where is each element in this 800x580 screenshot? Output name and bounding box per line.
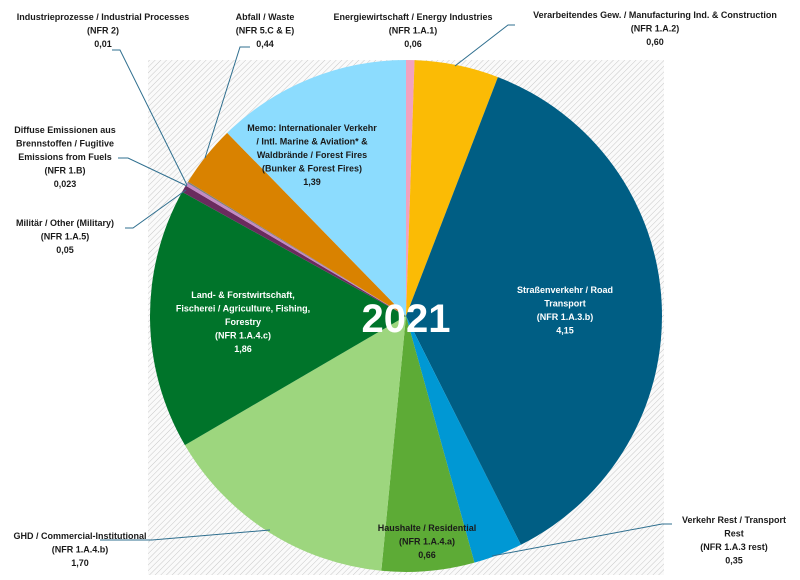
label-line: Diffuse Emissionen aus <box>14 125 116 135</box>
label-line: (NFR 5.C & E) <box>236 26 295 36</box>
label-verkehrrest: Verkehr Rest / Transport Rest (NFR 1.A.3 r… <box>682 515 786 566</box>
label-line: Verarbeitendes Gew. / Manufacturing Ind.… <box>533 10 777 20</box>
value-label: 0,023 <box>54 179 77 189</box>
leader-line-militaer <box>125 189 187 229</box>
label-line: (NFR 1.A.1) <box>389 26 438 36</box>
label-line: Memo: Internationaler Verkehr <box>247 123 377 133</box>
pie-slice-diffuse <box>185 182 406 316</box>
label-line: Waldbrände / Forest Fires <box>257 150 367 160</box>
label-line: Militär / Other (Military) <box>16 218 114 228</box>
pie-slice-ghd <box>184 316 406 571</box>
value-label: 1,39 <box>303 177 321 187</box>
leader-line-verarb <box>454 24 515 67</box>
label-line: Industrieprozesse / Industrial Processes <box>17 12 190 22</box>
label-line: (NFR 2) <box>87 26 119 36</box>
label-line: Transport <box>544 299 586 309</box>
label-strasse: Straßenverkehr / Road Transport (NFR 1.A.3… <box>517 285 613 336</box>
label-line: Brennstoffen / Fugitive <box>16 139 114 149</box>
leader-line-abfall <box>204 46 250 159</box>
label-line: / Intl. Marine & Aviation* & <box>256 137 368 147</box>
label-ghd: GHD / Commercial-Institutional (NFR 1.A.4… <box>13 531 146 568</box>
label-line: Straßenverkehr / Road <box>517 285 613 295</box>
label-line: Verkehr Rest / Transport <box>682 515 786 525</box>
slice-labels: Energiewirtschaft / Energy Industries (NF… <box>13 10 786 568</box>
label-verarb: Verarbeitendes Gew. / Manufacturing Ind.… <box>533 10 777 47</box>
label-line: GHD / Commercial-Institutional <box>13 531 146 541</box>
leader-line-verkehrrest <box>491 523 672 557</box>
pie-slice-haushalte <box>381 316 475 573</box>
value-label: 0,01 <box>94 39 112 49</box>
pie-slice-militaer <box>182 185 406 316</box>
label-land: Land- & Forstwirtschaft, Fischerei / Agri… <box>176 290 310 354</box>
value-label: 0,06 <box>404 39 422 49</box>
label-line: Land- & Forstwirtschaft, <box>191 290 295 300</box>
label-line: (NFR 1.A.5) <box>41 232 90 242</box>
label-line: (NFR 1.A.3.b) <box>537 312 594 322</box>
label-industrie: Industrieprozesse / Industrial Processes… <box>17 12 190 49</box>
label-energie: Energiewirtschaft / Energy Industries (NF… <box>333 12 492 49</box>
label-haushalte: Haushalte / Residential (NFR 1.A.4.a) 0,66 <box>378 523 477 560</box>
label-line: Rest <box>724 529 744 539</box>
label-militaer: Militär / Other (Military) (NFR 1.A.5) 0,0… <box>16 218 114 255</box>
pie-slice-energie <box>406 60 415 316</box>
label-memo: Memo: Internationaler Verkehr / Intl. Mar… <box>247 123 377 187</box>
label-line: (NFR 1.A.4.a) <box>399 537 455 547</box>
leader-line-industrie <box>112 49 188 186</box>
value-label: 0,60 <box>646 37 664 47</box>
pie-slice-industrie <box>187 181 406 316</box>
label-line: Fischerei / Agriculture, Fishing, <box>176 304 310 314</box>
pie-slice-strasse <box>406 77 663 545</box>
leader-line-diffuse <box>118 157 188 187</box>
label-line: Haushalte / Residential <box>378 523 477 533</box>
value-label: 0,66 <box>418 550 436 560</box>
label-line: Emissions from Fuels <box>18 152 112 162</box>
label-line: (NFR 1.B) <box>45 166 86 176</box>
label-line: Forestry <box>225 317 261 327</box>
pie-slice-memo <box>227 60 406 316</box>
pie-slice-land <box>150 191 406 446</box>
pie-slice-verkehrrest <box>406 316 521 563</box>
label-line: Abfall / Waste <box>236 12 295 22</box>
label-diffuse: Diffuse Emissionen aus Brennstoffen / Fug… <box>14 125 116 189</box>
pie-slice-abfall <box>188 132 406 316</box>
pie-slices <box>150 60 663 573</box>
leader-lines <box>100 24 672 557</box>
label-line: Energiewirtschaft / Energy Industries <box>333 12 492 22</box>
leader-line-ghd <box>100 529 271 541</box>
pie-slice-verarb <box>406 60 498 316</box>
label-line: (NFR 1.A.3 rest) <box>700 542 768 552</box>
value-label: 0,44 <box>256 39 274 49</box>
value-label: 0,35 <box>725 556 743 566</box>
value-label: 1,86 <box>234 344 252 354</box>
chart-title: 2021 <box>362 297 451 341</box>
label-line: (NFR 1.A.4.c) <box>215 331 271 341</box>
label-line: (NFR 1.A.4.b) <box>52 545 109 555</box>
label-abfall: Abfall / Waste (NFR 5.C & E) 0,44 <box>236 12 295 49</box>
label-line: (Bunker & Forest Fires) <box>262 164 362 174</box>
value-label: 1,70 <box>71 558 89 568</box>
value-label: 4,15 <box>556 326 574 336</box>
value-label: 0,05 <box>56 245 74 255</box>
label-line: (NFR 1.A.2) <box>631 24 680 34</box>
